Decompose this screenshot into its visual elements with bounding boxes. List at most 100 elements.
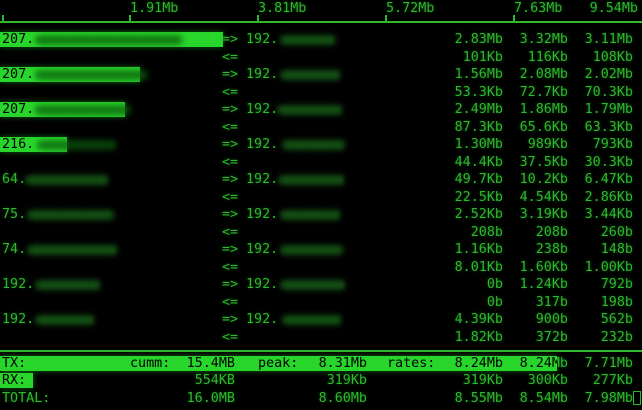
redacted-remote-hostname xyxy=(278,104,342,115)
terminal-cursor xyxy=(633,390,641,405)
scale-tick xyxy=(129,15,131,23)
peak-value: 8.31Mb xyxy=(318,356,367,371)
peak-label: peak: xyxy=(258,356,299,371)
redacted-local-hostname xyxy=(26,174,108,185)
connection-row-out: 207. => 192. 1.56Mb 2.08Mb 2.02Mb xyxy=(0,66,642,84)
arrow-out-icon: => xyxy=(222,102,239,117)
rx-rate-40s: 70.3Kb xyxy=(584,84,633,100)
tx-rate-10s: 3.19Kb xyxy=(519,207,568,222)
connection-row-out: 74. => 192. 1.16Kb 238b 148b xyxy=(0,241,642,259)
rx-rate-40s: 108Kb xyxy=(592,49,633,65)
summary-divider xyxy=(0,350,642,352)
tx-rate-10s: 238b xyxy=(535,242,568,257)
tx-rate-2s: 1.16Kb xyxy=(454,242,503,257)
tx-rate-10s: 10.2Kb xyxy=(519,172,568,187)
redacted-remote-hostname xyxy=(281,34,336,45)
redacted-remote-hostname xyxy=(281,69,341,80)
local-host: 64. xyxy=(2,172,27,187)
cumm-value: 554KB xyxy=(194,373,235,389)
scale-tick xyxy=(513,15,515,23)
rx-rate-2s: 53.3Kb xyxy=(454,84,503,100)
arrow-in-icon: <= xyxy=(222,49,239,65)
arrow-out-icon: => xyxy=(222,32,239,47)
local-host: 192. xyxy=(2,312,35,327)
connection-row-out: 192. => 192. 4.39Kb 900b 562b xyxy=(0,311,642,329)
rate-2s: 319Kb xyxy=(462,373,503,389)
arrow-out-icon: => xyxy=(222,312,239,327)
connection-row-in: <= 1.82Kb 372b 232b xyxy=(0,329,642,347)
tx-rate-40s: 562b xyxy=(600,312,633,327)
cumm-value: 16.0MB xyxy=(186,390,235,406)
rx-rate-10s: 72.7Kb xyxy=(519,84,568,100)
connection-row-in: <= 101Kb 116Kb 108Kb xyxy=(0,49,642,67)
rx-rate-2s: 22.5Kb xyxy=(454,189,503,205)
connection-row-in: <= 208b 208b 260b xyxy=(0,224,642,242)
arrow-in-icon: <= xyxy=(222,294,239,310)
rx-rate-10s: 37.5Kb xyxy=(519,154,568,170)
connection-row-in: <= 44.4Kb 37.5Kb 30.3Kb xyxy=(0,154,642,172)
scale-label: 5.72Mb xyxy=(386,1,435,16)
local-host: 75. xyxy=(2,207,27,222)
cumm-value: 15.4MB xyxy=(186,356,235,371)
rx-rate-40s: 260b xyxy=(600,224,633,240)
rx-rate-40s: 232b xyxy=(600,329,633,345)
summary-row-label: TOTAL: xyxy=(2,390,51,406)
rx-rate-2s: 8.01Kb xyxy=(454,259,503,275)
rx-rate-2s: 44.4Kb xyxy=(454,154,503,170)
tx-rate-40s: 6.47Kb xyxy=(584,172,633,187)
rx-rate-2s: 0b xyxy=(486,294,503,310)
summary-row-label: TX: xyxy=(2,356,27,371)
connection-row-out: 64. => 192. 49.7Kb 10.2Kb 6.47Kb xyxy=(0,171,642,189)
tx-rate-2s: 1.30Mb xyxy=(454,137,503,152)
rx-rate-10s: 4.54Kb xyxy=(519,189,568,205)
redacted-local-hostname xyxy=(36,279,100,290)
rate-10s: 8.24Mb xyxy=(519,356,557,371)
arrow-in-icon: <= xyxy=(222,154,239,170)
tx-rate-40s: 793Kb xyxy=(592,137,633,152)
tx-rate-10s: 900b xyxy=(535,312,568,327)
connection-row-in: <= 53.3Kb 72.7Kb 70.3Kb xyxy=(0,84,642,102)
scale-tick xyxy=(2,15,4,23)
redacted-local-hostname xyxy=(36,69,148,80)
scale-ruler-line xyxy=(0,21,642,23)
redacted-local-hostname xyxy=(28,209,114,220)
rx-rate-10s: 116Kb xyxy=(527,49,568,65)
remote-host: 192. xyxy=(246,67,279,82)
scale-tick xyxy=(385,15,387,23)
remote-host: 192. xyxy=(246,32,279,47)
rx-rate-10s: 372b xyxy=(535,329,568,345)
tx-rate-2s: 2.52Kb xyxy=(454,207,503,222)
rx-rate-40s: 198b xyxy=(600,294,633,310)
summary-bandwidth-bar: TX: cumm: 15.4MB peak: 8.31Mb rates: 8.24Mb 8.2… xyxy=(0,356,557,371)
peak-value: 8.60Mb xyxy=(318,390,367,406)
rx-rate-40s: 1.00Kb xyxy=(584,259,633,275)
rx-rate-10s: 208b xyxy=(535,224,568,240)
rx-rate-40s: 2.86Kb xyxy=(584,189,633,205)
connection-row-out: 192. => 192. 0b 1.24Kb 792b xyxy=(0,276,642,294)
rx-rate-2s: 87.3Kb xyxy=(454,119,503,135)
cumm-label: cumm: xyxy=(130,356,171,371)
rx-rate-2s: 101Kb xyxy=(462,49,503,65)
scale-tick xyxy=(257,15,259,23)
local-host: 207. xyxy=(2,67,35,82)
tx-rate-10s: 2.08Mb xyxy=(519,67,568,82)
remote-host: 192. xyxy=(246,207,279,222)
tx-rate-10s: 1.24Kb xyxy=(519,277,568,292)
rate-40s: 7.71Mb xyxy=(584,356,633,371)
redacted-local-hostname xyxy=(28,244,118,255)
redacted-remote-hostname xyxy=(283,314,341,325)
tx-rate-40s: 2.02Mb xyxy=(584,67,633,82)
connection-row-out: 207. => 192. 2.49Mb 1.86Mb 1.79Mb xyxy=(0,101,642,119)
redacted-remote-hostname xyxy=(281,244,343,255)
tx-rate-2s: 2.83Mb xyxy=(454,32,503,47)
tx-rate-40s: 1.79Mb xyxy=(584,102,633,117)
rate-10s: 8.54Mb xyxy=(519,390,568,406)
connection-row-in: <= 87.3Kb 65.6Kb 63.3Kb xyxy=(0,119,642,137)
connection-row-in: <= 8.01Kb 1.60Kb 1.00Kb xyxy=(0,259,642,277)
rate-2s: 8.24Mb xyxy=(454,356,503,371)
connection-row-in: <= 22.5Kb 4.54Kb 2.86Kb xyxy=(0,189,642,207)
tx-rate-40s: 3.11Mb xyxy=(584,32,633,47)
summary-row-rx: RX:554KB319Kb319Kb300Kb277KbRX:554KB319K… xyxy=(0,372,642,389)
summary-bar-text-layer: TX: cumm: 15.4MB peak: 8.31Mb rates: 8.24Mb 8.2… xyxy=(0,356,557,371)
